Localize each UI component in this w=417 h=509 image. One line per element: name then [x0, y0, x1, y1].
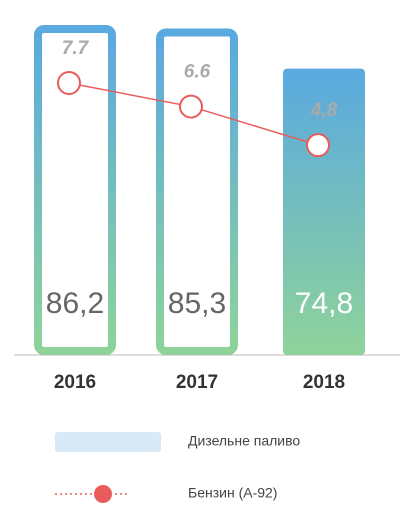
- x-tick-label: 2018: [303, 372, 345, 393]
- line-point: [306, 133, 330, 158]
- line-value-label: 6.6: [184, 62, 211, 83]
- legend-swatch: [55, 432, 161, 452]
- line-point: [179, 94, 203, 119]
- legend-label: Дизельне паливо: [188, 433, 300, 449]
- bar-value-label: 86,2: [46, 287, 104, 320]
- legend-marker: [94, 485, 112, 503]
- bar-value-label: 74,8: [295, 287, 353, 320]
- legend-label: Бензин (А-92): [188, 485, 277, 501]
- line-value-label: 7.7: [62, 38, 90, 59]
- bar: [156, 28, 238, 356]
- x-tick-label: 2017: [176, 372, 218, 393]
- line-value-label: 4,8: [310, 100, 338, 121]
- x-tick-label: 2016: [54, 372, 96, 393]
- bar-value-label: 85,3: [168, 287, 226, 320]
- bar: [34, 25, 116, 355]
- line-point: [57, 71, 81, 95]
